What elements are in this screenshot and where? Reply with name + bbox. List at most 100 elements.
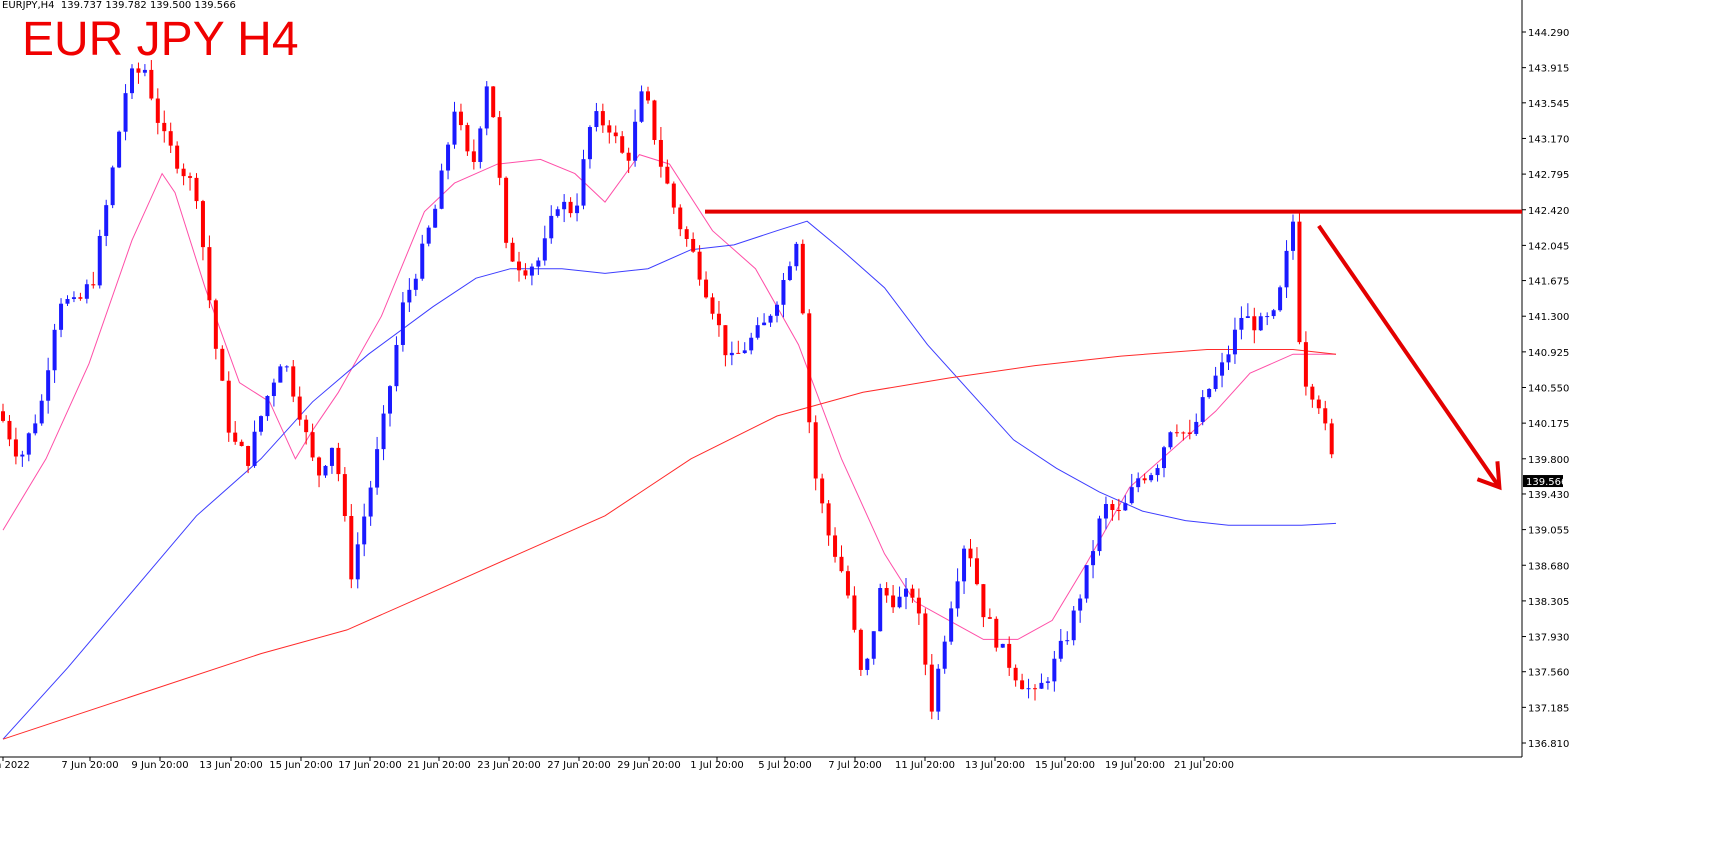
bear-candle [1, 411, 5, 421]
bull-candle [1097, 518, 1102, 552]
bull-candle [1265, 316, 1270, 318]
bear-candle [891, 595, 896, 608]
time-tick-label: 13 Jun 20:00 [199, 760, 263, 771]
bear-candle [813, 422, 818, 479]
time-tick-label: 7 Jul 20:00 [828, 760, 882, 771]
bear-candle [239, 441, 244, 447]
bull-candle [1232, 329, 1237, 355]
bear-candle [1310, 386, 1315, 400]
bull-candle [1136, 478, 1141, 488]
bull-candle [1200, 397, 1205, 422]
bear-candle [78, 297, 83, 299]
bull-candle [375, 449, 380, 488]
bear-candle [600, 111, 605, 126]
bear-candle [226, 380, 231, 433]
bear-candle [175, 145, 180, 169]
price-tick-label: 139.800 [1528, 455, 1569, 466]
price-tick-label: 140.925 [1528, 348, 1569, 359]
bear-candle [1007, 643, 1012, 668]
bear-candle [839, 556, 844, 572]
price-tick-label: 140.175 [1528, 419, 1569, 430]
bear-candle [7, 420, 12, 440]
bull-candle [381, 413, 386, 450]
bear-candle [620, 136, 625, 153]
bull-candle [84, 284, 89, 299]
price-tick-label: 141.675 [1528, 277, 1569, 288]
bull-candle [1271, 310, 1276, 317]
bear-candle [968, 548, 973, 559]
bear-candle [607, 125, 612, 133]
bear-candle [194, 177, 199, 202]
bull-candle [587, 127, 592, 160]
bear-candle [220, 348, 225, 381]
bull-candle [33, 423, 38, 434]
bear-candle [820, 478, 825, 504]
bear-candle [723, 325, 728, 356]
bull-candle [1123, 503, 1128, 511]
time-tick-label: 23 Jun 20:00 [477, 760, 541, 771]
bear-candle [181, 168, 186, 177]
price-tick-label: 142.420 [1528, 206, 1569, 217]
bear-candle [510, 242, 515, 262]
bull-candle [755, 325, 760, 338]
bear-candle [1323, 408, 1328, 424]
bull-candle [1258, 316, 1263, 331]
bear-candle [910, 588, 915, 598]
bull-candle [39, 400, 44, 424]
bear-candle [1020, 680, 1025, 690]
bear-candle [1187, 432, 1192, 434]
bear-candle [13, 439, 18, 457]
bull-candle [936, 668, 941, 712]
bear-candle [923, 613, 928, 665]
bear-candle [704, 279, 709, 298]
bull-candle [1039, 682, 1044, 689]
bull-candle [1026, 688, 1031, 690]
time-tick-label: 19 Jul 20:00 [1105, 760, 1165, 771]
trend-arrow [1317, 224, 1502, 489]
bull-candle [400, 302, 405, 345]
bull-candle [1052, 658, 1057, 682]
bull-candle [542, 238, 547, 261]
bull-candle [729, 352, 734, 356]
time-tick-label: 9 Jun 20:00 [131, 760, 188, 771]
bull-candle [1226, 354, 1231, 363]
price-tick-label: 136.810 [1528, 739, 1569, 750]
bear-candle [517, 261, 521, 271]
price-tick-label: 143.545 [1528, 99, 1569, 110]
bull-candle [59, 303, 64, 330]
bear-candle [1303, 342, 1308, 387]
time-tick-label: 3 Jun 2022 [0, 760, 30, 771]
ohlc-values: 139.737 139.782 139.500 139.566 [60, 0, 236, 11]
bull-candle [1103, 504, 1108, 519]
bull-candle [130, 68, 134, 94]
price-tick-label: 139.055 [1528, 526, 1569, 537]
bull-candle [97, 235, 102, 286]
bull-candle [1284, 250, 1289, 288]
bull-candle [26, 433, 31, 455]
bull-candle [871, 631, 876, 659]
symbol-timeframe: EURJPY,H4 [2, 0, 55, 11]
bear-candle [916, 597, 921, 614]
bear-candle [136, 68, 141, 73]
bull-candle [452, 111, 457, 145]
bull-candle [742, 350, 747, 354]
bull-candle [562, 201, 567, 210]
time-tick-label: 27 Jun 20:00 [547, 760, 611, 771]
bear-candle [658, 139, 663, 167]
ma_fast-line [2, 154, 1336, 640]
bull-candle [323, 465, 328, 476]
bull-candle [1071, 610, 1076, 641]
overlay-title: EUR JPY H4 [22, 13, 299, 66]
price-tick-label: 141.300 [1528, 312, 1569, 323]
bear-candle [1329, 423, 1334, 455]
bear-candle [697, 251, 702, 280]
price-tick-label: 142.045 [1528, 241, 1569, 252]
bull-candle [794, 243, 799, 267]
bull-candle [1078, 598, 1083, 611]
bull-candle [329, 447, 334, 466]
bear-candle [1316, 399, 1321, 409]
bear-candle [1142, 478, 1147, 481]
bull-candle [259, 416, 263, 432]
